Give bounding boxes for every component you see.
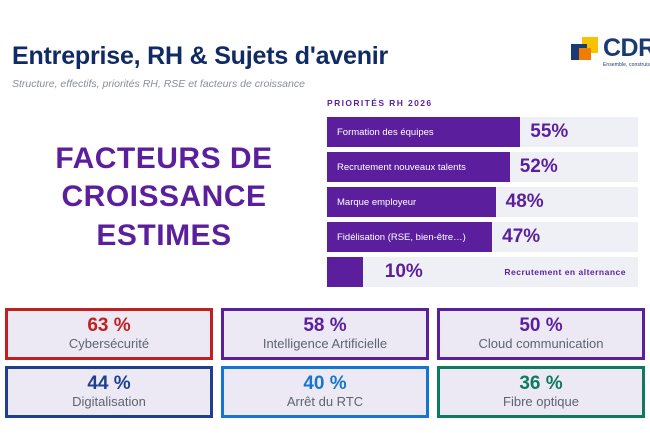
growth-factor-card[interactable]: 58 % Intelligence Artificielle: [221, 308, 429, 360]
chart-bar-label: Formation des équipes: [337, 126, 434, 138]
chart-bar-label: Recrutement nouveaux talents: [337, 161, 466, 173]
chart-bar-value: 52%: [519, 156, 558, 177]
card-label: Cloud communication: [478, 336, 604, 351]
card-label: Digitalisation: [72, 394, 146, 409]
chart-title: PRIORITÉS RH 2026: [327, 98, 433, 108]
growth-factor-card[interactable]: 40 % Arrêt du RTC: [221, 366, 429, 418]
chart-bars: Formation des équipes 55% Recrutement nouv…: [327, 117, 638, 287]
chart-bar-fill: Fidélisation (RSE, bien-être…): [327, 222, 493, 252]
chart-bar-fill: Recrutement nouveaux talents: [327, 152, 510, 182]
chart-bar-row: Recrutement nouveaux talents 52%: [327, 152, 638, 182]
page-subtitle: Structure, effectifs, priorités RH, RSE …: [12, 78, 305, 90]
chart-bar-value: 10%: [384, 261, 423, 282]
card-value: 44 %: [87, 373, 131, 395]
chart-bar-fill: [327, 257, 363, 287]
card-value: 58 %: [303, 315, 347, 337]
chart-bar-value: 48%: [505, 191, 544, 212]
chart-bar-label: Recrutement en alternance: [504, 267, 626, 277]
chart-bar-value: 47%: [502, 226, 541, 247]
growth-factor-card[interactable]: 36 % Fibre optique: [437, 366, 645, 418]
card-value: 40 %: [303, 373, 347, 395]
card-label: Intelligence Artificielle: [262, 336, 388, 351]
chart-bar-label: Fidélisation (RSE, bien-être…): [337, 231, 466, 243]
chart-bar-row: Fidélisation (RSE, bien-être…) 47%: [327, 222, 638, 252]
logo-mark-icon: [571, 37, 598, 64]
slide-header: Entreprise, RH & Sujets d'avenir Structu…: [0, 0, 650, 92]
chart-bar-row: 10% Recrutement en alternance: [327, 257, 638, 287]
growth-factor-cards: 63 % Cybersécurité 58 % Intelligence Artifi…: [5, 308, 645, 418]
chart-bar-row: Formation des équipes 55%: [327, 117, 638, 147]
chart-bar-label: Marque employeur: [337, 196, 417, 208]
chart-bar-row: Marque employeur 48%: [327, 187, 638, 217]
growth-factor-card[interactable]: 63 % Cybersécurité: [5, 308, 213, 360]
card-value: 63 %: [87, 315, 131, 337]
card-label: Cybersécurité: [68, 336, 150, 351]
card-value: 36 %: [519, 373, 563, 395]
chart-bar-value: 55%: [530, 121, 569, 142]
growth-factor-card[interactable]: 50 % Cloud communication: [437, 308, 645, 360]
chart-bar-fill: Marque employeur: [327, 187, 496, 217]
hr-priorities-chart: PRIORITÉS RH 2026 Formation des équipes 5…: [327, 98, 638, 292]
growth-factors-headline: FACTEURS DE CROISSANCE ESTIMES: [55, 142, 273, 252]
logo-square-orange: [579, 48, 591, 60]
growth-factor-card[interactable]: 44 % Digitalisation: [5, 366, 213, 418]
card-label: Arrêt du RTC: [286, 394, 364, 409]
chart-bar-fill: Formation des équipes: [327, 117, 521, 147]
page-title: Entreprise, RH & Sujets d'avenir: [12, 42, 389, 70]
logo-wordmark: CDR: [603, 34, 650, 62]
card-label: Fibre optique: [503, 394, 579, 409]
logo-tagline: Ensemble, construisons le Num: [603, 62, 650, 68]
brand-logo: CDR Ensemble, construisons le Num: [571, 34, 650, 80]
card-value: 50 %: [519, 315, 563, 337]
